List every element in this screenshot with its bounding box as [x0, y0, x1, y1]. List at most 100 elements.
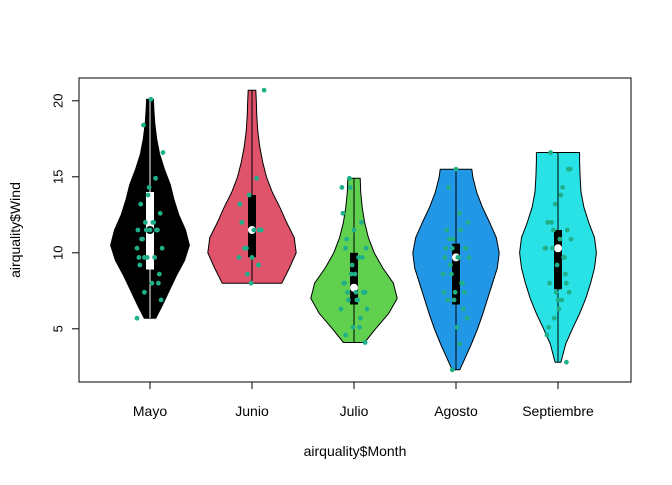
- data-point-agosto: [444, 227, 450, 233]
- data-point-mayo: [160, 150, 166, 155]
- data-point-julio: [343, 245, 348, 251]
- data-point-septiembre: [550, 245, 555, 251]
- points-layer: [134, 87, 574, 373]
- data-point-mayo: [157, 210, 163, 216]
- data-point-septiembre: [564, 280, 569, 286]
- x-tick-label: Junio: [235, 403, 269, 419]
- x-axis-title: airquality$Month: [304, 443, 407, 459]
- data-point-mayo: [137, 262, 143, 268]
- data-point-agosto: [450, 236, 456, 242]
- data-point-mayo: [134, 245, 140, 251]
- data-point-agosto: [447, 236, 452, 242]
- data-point-junio: [249, 255, 255, 260]
- data-point-julio: [347, 185, 353, 190]
- data-point-mayo: [139, 236, 145, 242]
- median-septiembre: [554, 244, 562, 253]
- y-axis-title: airquality$Wind: [7, 182, 23, 278]
- data-point-agosto: [453, 166, 459, 172]
- data-point-mayo: [148, 96, 154, 102]
- data-point-agosto: [464, 315, 470, 321]
- data-point-mayo: [146, 185, 152, 190]
- violins-layer: [110, 89, 597, 371]
- data-point-julio: [348, 271, 354, 277]
- x-tick-label: Mayo: [133, 403, 167, 419]
- data-point-septiembre: [546, 324, 552, 330]
- data-point-agosto: [445, 297, 450, 303]
- data-point-septiembre: [566, 289, 572, 295]
- median-julio: [350, 283, 358, 292]
- data-point-julio: [340, 210, 346, 216]
- data-point-septiembre: [561, 255, 566, 260]
- data-point-mayo: [156, 280, 161, 286]
- data-point-septiembre: [564, 359, 569, 365]
- data-point-agosto: [466, 255, 472, 260]
- data-point-septiembre: [565, 166, 571, 172]
- data-point-septiembre: [547, 280, 552, 286]
- data-point-julio: [359, 220, 364, 225]
- data-point-junio: [254, 175, 259, 181]
- data-point-julio: [357, 324, 362, 330]
- data-point-septiembre: [552, 201, 558, 207]
- data-point-julio: [356, 255, 361, 260]
- y-tick-label: 5: [50, 325, 65, 332]
- x-tick-label: Julio: [340, 403, 369, 419]
- data-point-junio: [261, 87, 267, 93]
- data-point-mayo: [147, 227, 153, 233]
- data-point-agosto: [458, 227, 463, 233]
- data-point-mayo: [142, 255, 147, 260]
- data-point-julio: [342, 280, 348, 286]
- data-point-septiembre: [548, 150, 553, 155]
- data-point-septiembre: [564, 227, 570, 233]
- data-point-julio: [362, 289, 368, 295]
- x-tick-label: Septiembre: [522, 403, 594, 419]
- data-point-mayo: [136, 255, 142, 260]
- data-point-mayo: [158, 297, 164, 303]
- data-point-septiembre: [556, 306, 562, 312]
- data-point-mayo: [135, 227, 141, 233]
- y-tick-label: 20: [50, 94, 65, 108]
- data-point-julio: [346, 297, 351, 303]
- data-point-junio: [248, 280, 254, 286]
- data-point-agosto: [449, 245, 455, 251]
- x-tick-label: Agosto: [434, 403, 478, 419]
- data-point-septiembre: [545, 220, 551, 225]
- data-point-septiembre: [551, 315, 557, 321]
- data-point-septiembre: [557, 236, 563, 242]
- data-point-julio: [352, 271, 358, 277]
- data-point-agosto: [449, 367, 455, 373]
- data-point-junio: [251, 227, 257, 233]
- data-point-julio: [343, 332, 348, 338]
- data-point-septiembre: [559, 297, 565, 303]
- data-point-septiembre: [543, 245, 549, 251]
- data-point-agosto: [446, 185, 451, 190]
- data-point-julio: [355, 297, 361, 303]
- data-point-mayo: [145, 192, 151, 198]
- data-point-junio: [237, 201, 243, 207]
- data-point-junio: [257, 227, 262, 233]
- data-point-mayo: [134, 315, 140, 321]
- data-point-agosto: [452, 289, 458, 295]
- data-point-julio: [360, 255, 365, 260]
- data-point-agosto: [454, 324, 460, 330]
- data-point-agosto: [462, 289, 467, 295]
- data-point-mayo: [153, 175, 159, 181]
- data-point-septiembre: [549, 220, 554, 225]
- data-point-agosto: [448, 262, 453, 268]
- data-point-mayo: [142, 289, 147, 295]
- y-axis: 5 10 15 20: [50, 94, 80, 332]
- data-point-julio: [347, 175, 352, 181]
- data-point-mayo: [138, 201, 144, 207]
- data-point-agosto: [456, 255, 462, 260]
- data-point-septiembre: [555, 297, 561, 303]
- data-point-septiembre: [560, 185, 565, 190]
- y-tick-label: 15: [50, 170, 65, 184]
- data-point-junio: [245, 271, 250, 277]
- data-point-junio: [239, 220, 245, 225]
- box-julio: [350, 252, 358, 305]
- data-point-mayo: [143, 227, 149, 233]
- data-point-agosto: [461, 306, 466, 312]
- data-point-agosto: [443, 245, 449, 251]
- data-point-septiembre: [553, 289, 559, 295]
- data-point-septiembre: [544, 332, 550, 338]
